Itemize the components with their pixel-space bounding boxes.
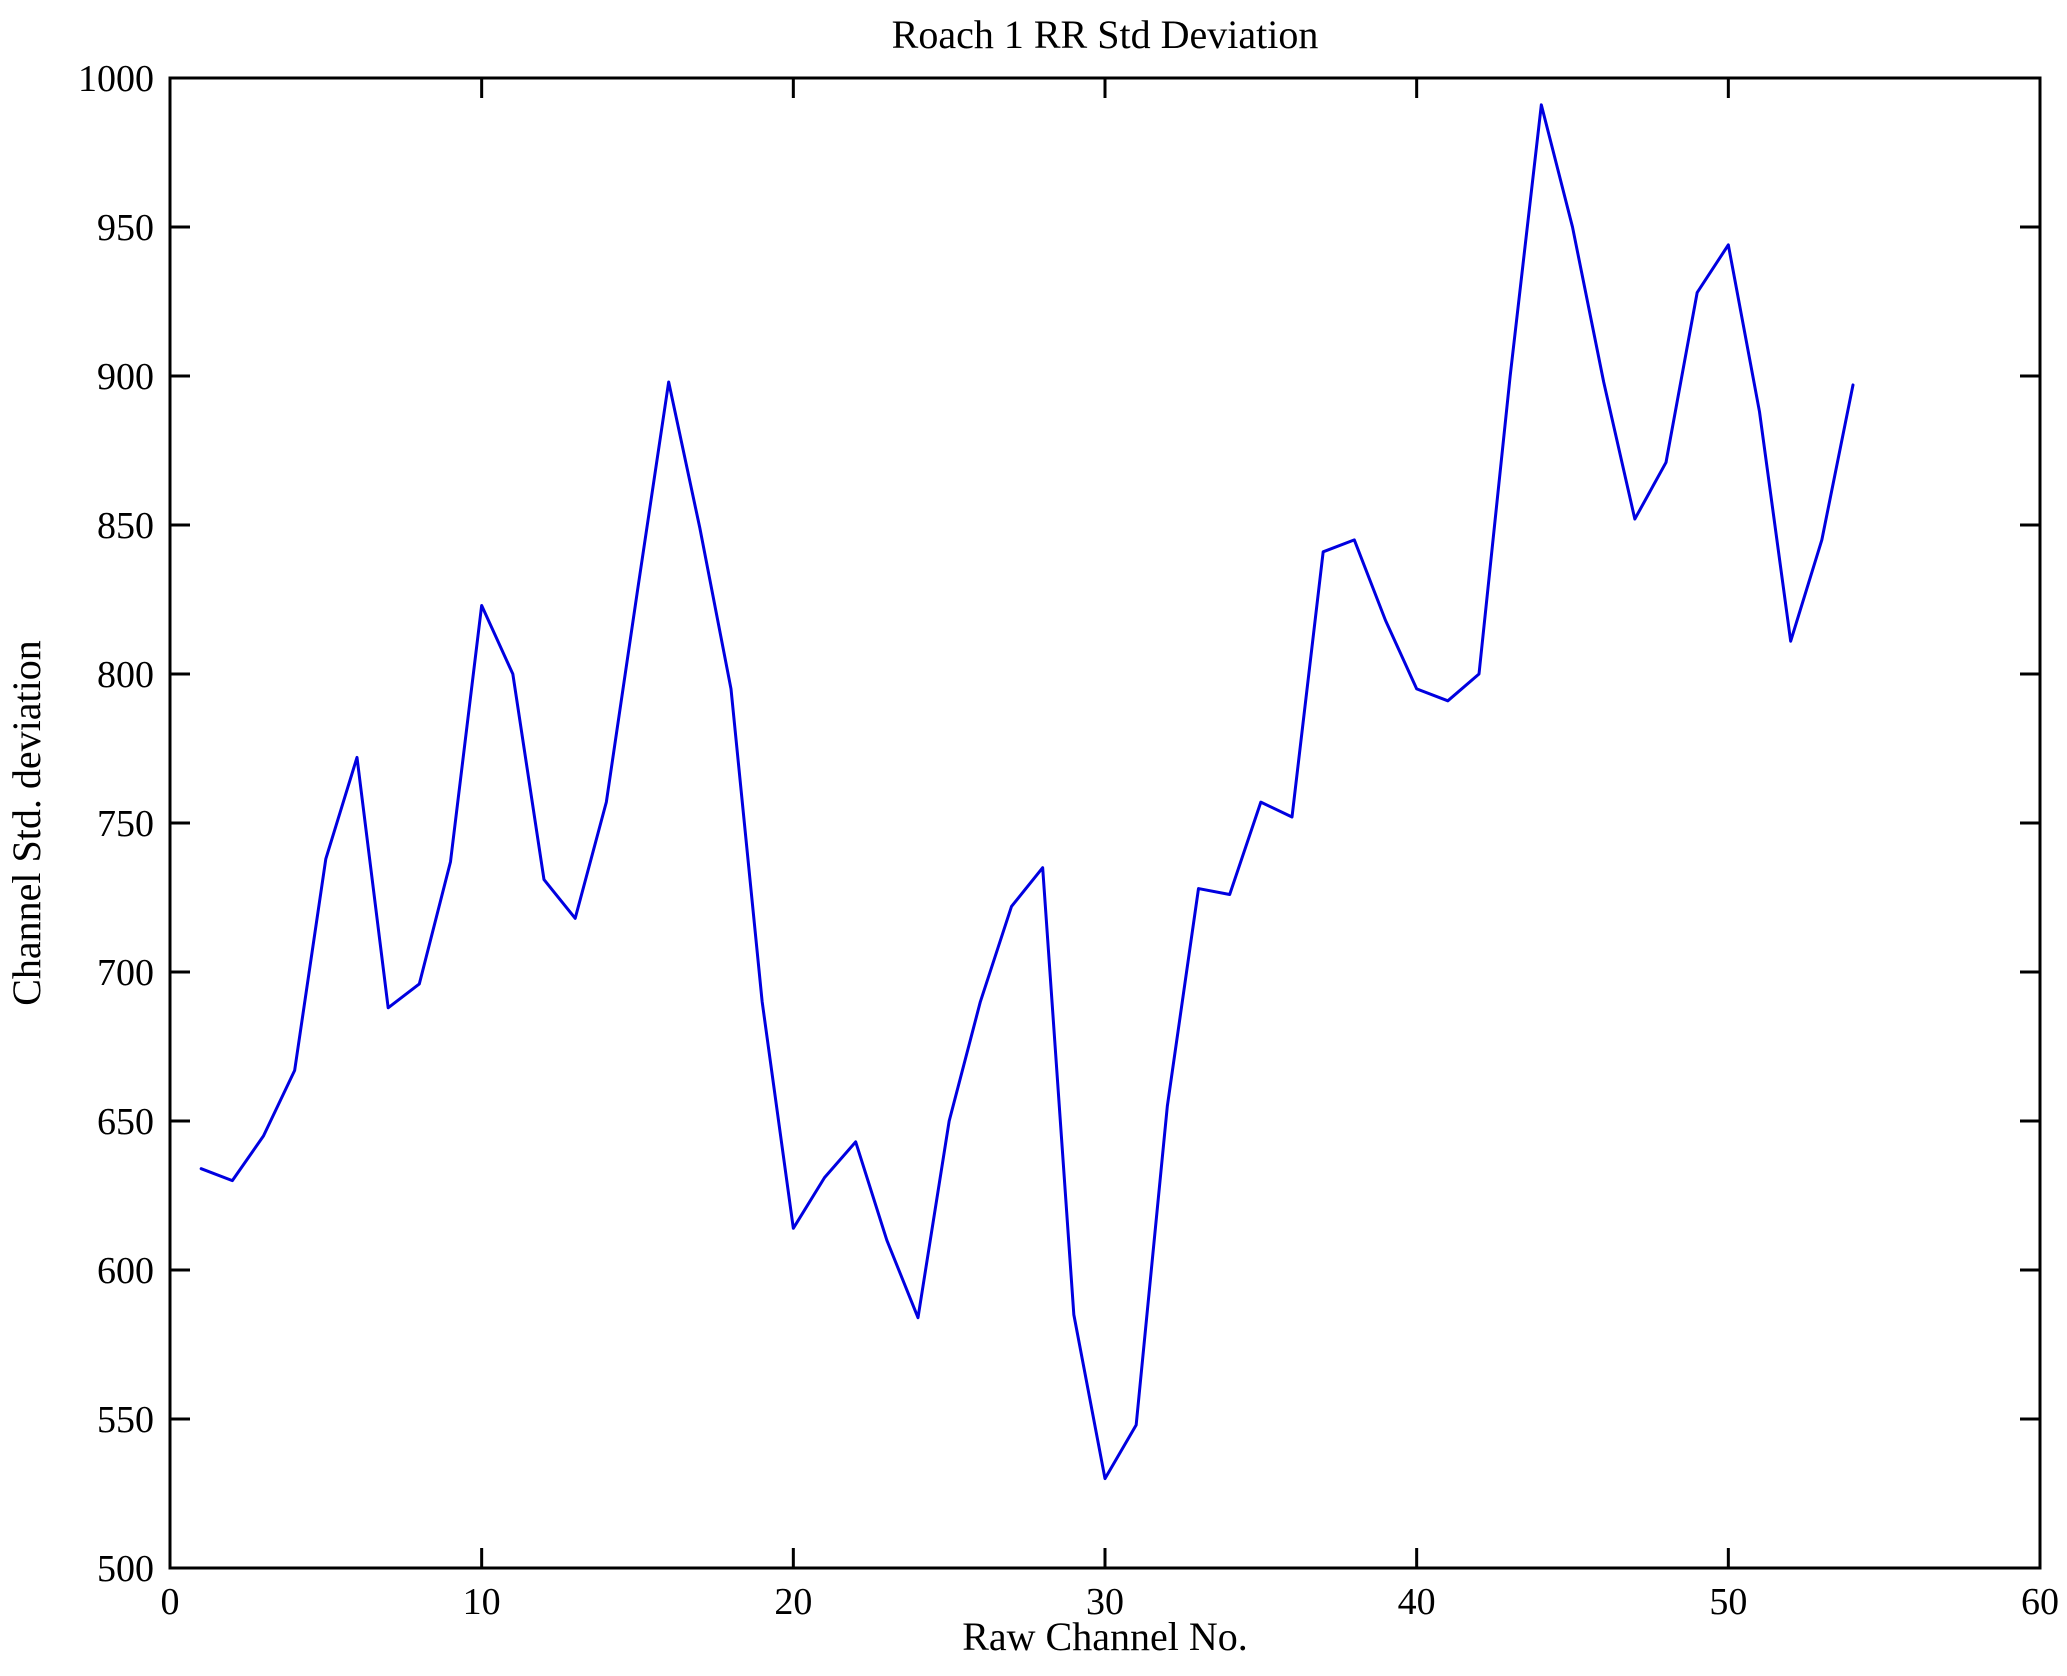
y-tick-label: 800 — [97, 654, 154, 696]
y-tick-label: 600 — [97, 1250, 154, 1292]
y-tick-label: 900 — [97, 356, 154, 398]
y-tick-label: 750 — [97, 803, 154, 845]
y-tick-label: 950 — [97, 207, 154, 249]
y-tick-label: 1000 — [78, 58, 154, 100]
x-tick-label: 40 — [1398, 1581, 1436, 1623]
x-tick-label: 20 — [774, 1581, 812, 1623]
y-tick-label: 550 — [97, 1399, 154, 1441]
plot-frame — [168, 76, 2042, 1570]
x-tick-label: 0 — [161, 1581, 180, 1623]
x-tick-label: 50 — [1709, 1581, 1747, 1623]
y-tick-label: 650 — [97, 1101, 154, 1143]
y-tick-label: 500 — [97, 1548, 154, 1590]
chart-title: Roach 1 RR Std Deviation — [892, 12, 1319, 57]
x-tick-label: 60 — [2021, 1581, 2059, 1623]
plot-area: 0 10 20 30 40 50 60 500 550 600 650 700 750 800 850 900… — [78, 58, 2059, 1623]
y-tick-label: 850 — [97, 505, 154, 547]
x-tick-label: 30 — [1086, 1581, 1124, 1623]
y-tick-label: 700 — [97, 952, 154, 994]
x-tick-label: 10 — [463, 1581, 501, 1623]
data-line — [199, 103, 1855, 1481]
y-axis-label: Channel Std. deviation — [4, 640, 49, 1006]
x-axis-label: Raw Channel No. — [962, 1614, 1248, 1659]
